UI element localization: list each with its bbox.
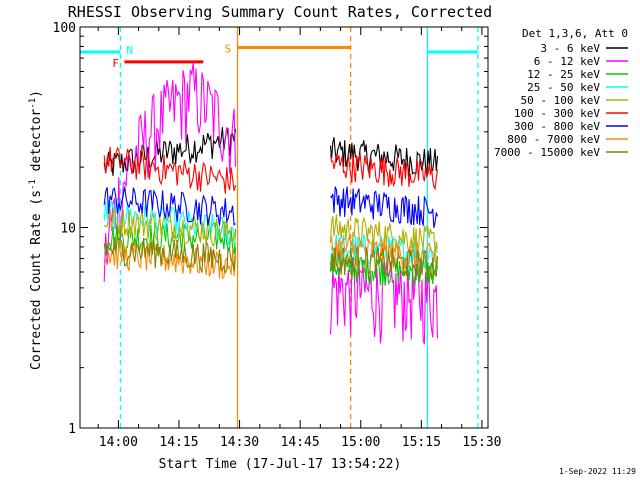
series-trace-5-segment-2 [329,152,439,191]
legend-label-8: 7000 - 15000 keV [494,146,600,159]
y-axis-label: Corrected Count Rate (s-1 detector-1) [28,90,44,370]
x-tick-label-2: 14:30 [220,435,259,450]
x-tick-label-5: 15:15 [402,435,441,450]
legend-label-6: 300 - 800 keV [514,120,600,133]
series-trace-8-segment-1 [103,234,237,275]
series-trace-3-segment-1 [103,197,237,246]
y-axis-label-end: ) [29,90,44,98]
series-trace-8-segment-2 [329,245,439,281]
series-trace-5-segment-1 [103,146,237,194]
annotation-label-F: F [112,57,119,70]
series-trace-4-segment-2 [329,214,439,257]
timestamp: 1-Sep-2022 11:29 [559,467,636,476]
y-axis-label-mid: detector [29,109,44,180]
y-tick-label-1: 10 [60,222,76,237]
legend-label-3: 25 - 50 keV [527,81,600,94]
series-trace-6-segment-1 [103,186,236,226]
legend-label-5: 100 - 300 keV [514,107,600,120]
x-tick-label-1: 14:15 [159,435,198,450]
series-trace-7-segment-2 [329,236,439,272]
x-tick-label-3: 14:45 [281,435,320,450]
x-tick-label-0: 14:00 [99,435,138,450]
series-trace-4-segment-1 [103,207,236,248]
annotation-label-N: N [126,44,133,57]
chart-title: RHESSI Observing Summary Count Rates, Co… [68,3,492,21]
plot-area: NF S [80,27,479,428]
y-axis-label-sup2: -1 [28,98,38,109]
y-tick-label-0: 1 [68,422,76,437]
y-axis-label-main: Corrected Count Rate (s [29,190,44,370]
annotation-label-S: S [225,43,232,56]
series-trace-6-segment-2 [330,186,439,229]
legend-label-0: 3 - 6 keV [540,42,600,55]
legend-label-7: 800 - 7000 keV [507,133,600,146]
legend-label-4: 50 - 100 keV [521,94,601,107]
x-tick-label-4: 15:00 [341,435,380,450]
legend-label-2: 12 - 25 keV [527,68,600,81]
y-tick-label-2: 100 [53,21,76,36]
series-trace-7-segment-1 [103,239,237,280]
x-axis-label: Start Time (17-Jul-17 13:54:22) [159,457,402,472]
legend-header: Det 1,3,6, Att 0 [522,27,628,40]
axes: 14:00 14:15 14:30 14:45 15:00 15:15 15:30 1 10 10… [53,21,502,450]
series-trace-1-segment-1 [103,62,237,282]
y-axis-label-sup1: -1 [28,179,38,190]
x-tick-label-6: 15:30 [462,435,501,450]
series-trace-0-segment-1 [103,127,237,176]
legend-label-1: 6 - 12 keV [534,55,601,68]
